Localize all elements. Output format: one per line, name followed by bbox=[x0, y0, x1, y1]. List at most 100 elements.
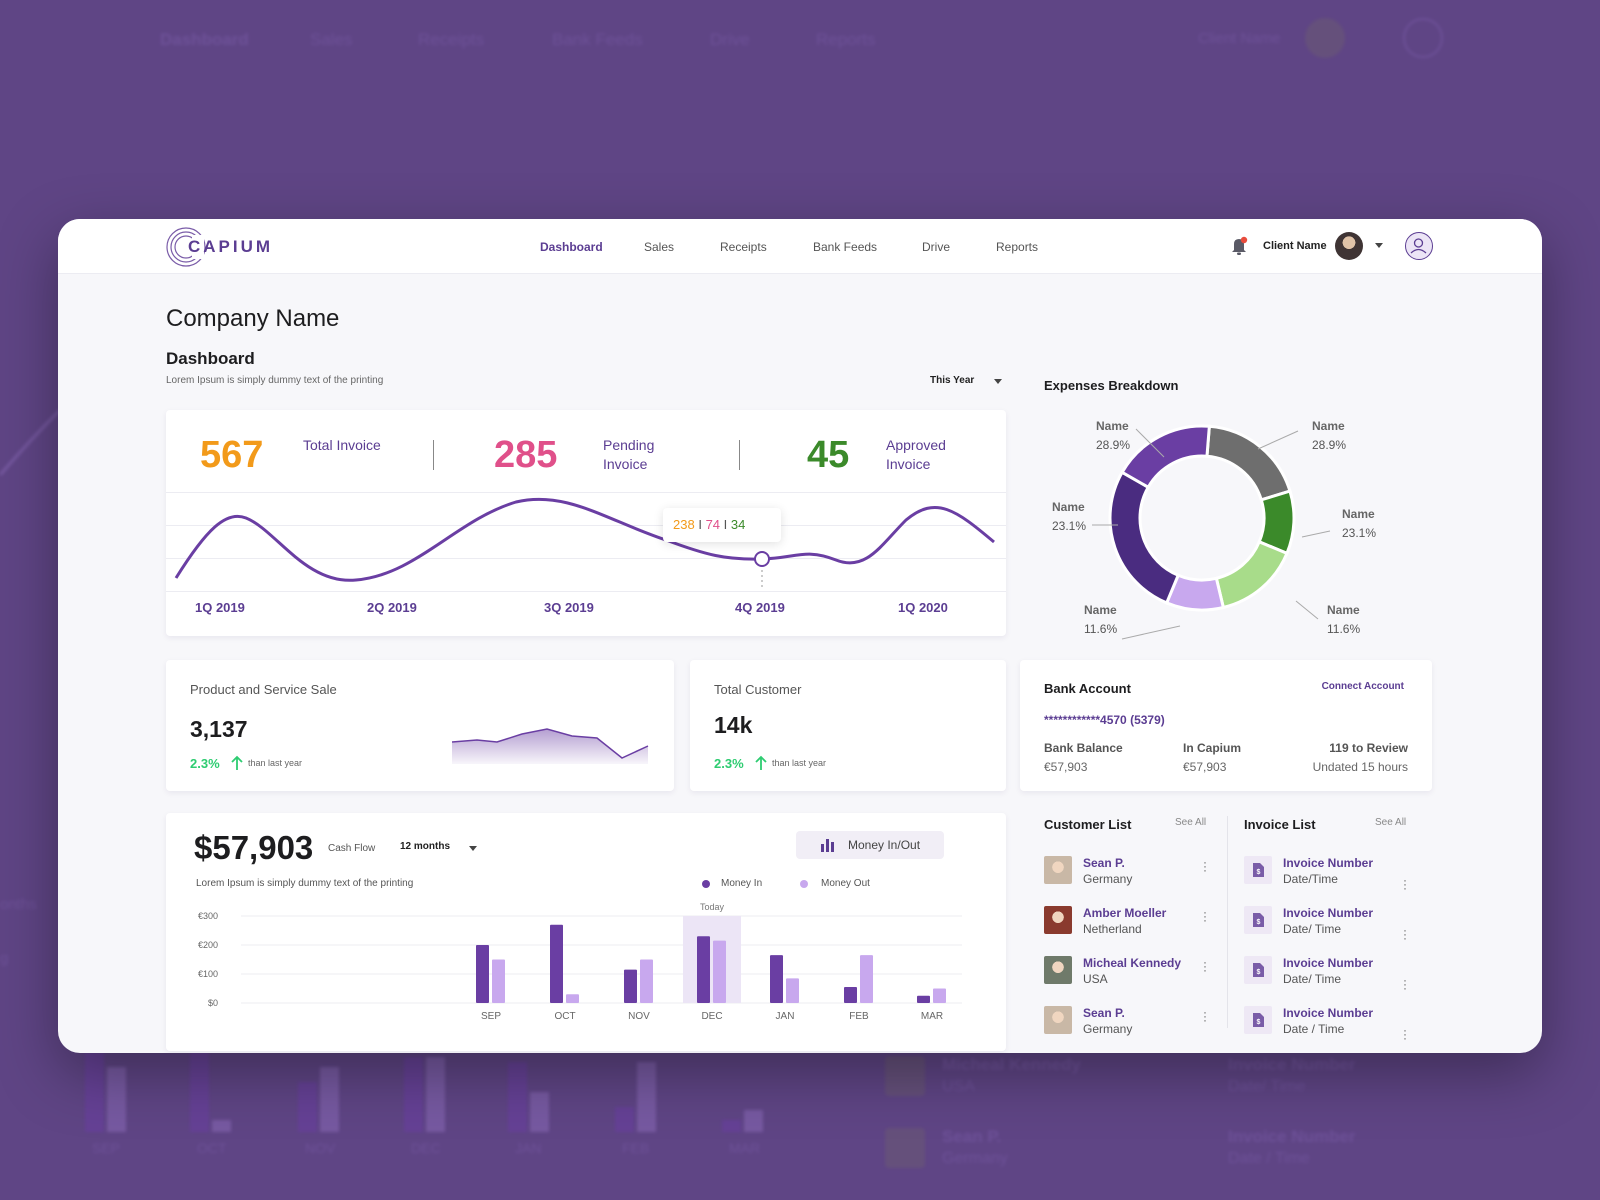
bg-list-sub: Date / Time bbox=[1228, 1150, 1310, 1167]
tooltip-value: 74 bbox=[705, 517, 721, 532]
stat-percent: 2.3% bbox=[714, 756, 744, 771]
more-options-icon[interactable]: · · · bbox=[1403, 873, 1407, 895]
chevron-down-icon[interactable] bbox=[469, 846, 477, 851]
y-tick-label: €100 bbox=[198, 969, 218, 979]
total-customer-card: Total Customer 14k 2.3% than last year bbox=[690, 660, 1006, 791]
customer-row[interactable]: Sean P. Germany · · · bbox=[1044, 856, 1214, 896]
invoice-row[interactable]: $ Invoice Number Date / Time · · · bbox=[1244, 1006, 1414, 1046]
chevron-down-icon[interactable] bbox=[994, 379, 1002, 384]
bg-bar bbox=[744, 1110, 763, 1132]
bg-list-name: Invoice Number bbox=[1228, 1055, 1356, 1074]
nav-drive[interactable]: Drive bbox=[922, 240, 951, 254]
y-tick-label: €300 bbox=[198, 911, 218, 921]
bar-money-out[interactable] bbox=[492, 959, 505, 1004]
bg-list-name: Invoice Number bbox=[1228, 1127, 1356, 1146]
customer-name[interactable]: Micheal Kennedy bbox=[1083, 956, 1182, 970]
invoice-number[interactable]: Invoice Number bbox=[1283, 956, 1374, 970]
bar-money-out[interactable] bbox=[640, 959, 653, 1004]
stat-value: 14k bbox=[714, 712, 753, 738]
customer-name[interactable]: Amber Moeller bbox=[1083, 906, 1167, 920]
bar-money-in[interactable] bbox=[697, 936, 710, 1003]
customer-avatar bbox=[1044, 956, 1072, 984]
bg-bar bbox=[107, 1067, 126, 1132]
kpi-total-invoice-label: Total Invoice bbox=[303, 437, 381, 453]
money-in-out-button[interactable]: Money In/Out bbox=[796, 831, 944, 859]
bar-money-out[interactable] bbox=[566, 994, 579, 1003]
invoice-list-title: Invoice List bbox=[1244, 817, 1316, 832]
bar-money-in[interactable] bbox=[550, 924, 563, 1003]
bg-avatar bbox=[1305, 18, 1345, 58]
more-options-icon[interactable]: · · · bbox=[1203, 905, 1207, 927]
invoice-row[interactable]: $ Invoice Number Date/Time · · · bbox=[1244, 856, 1414, 896]
highlight-band bbox=[683, 916, 741, 1003]
customer-row[interactable]: Amber Moeller Netherland · · · bbox=[1044, 906, 1214, 946]
bg-bar bbox=[426, 1057, 445, 1132]
cashflow-subtitle: Lorem Ipsum is simply dummy text of the … bbox=[196, 878, 414, 889]
profile-button[interactable] bbox=[1405, 232, 1433, 260]
customer-row[interactable]: Micheal Kennedy USA · · · bbox=[1044, 956, 1214, 996]
more-options-icon[interactable]: · · · bbox=[1403, 1023, 1407, 1045]
nav-receipts[interactable]: Receipts bbox=[720, 240, 767, 254]
legend-money-in-dot bbox=[702, 880, 710, 888]
invoice-summary-panel: 567 Total Invoice 285 Pending Invoice 45… bbox=[166, 410, 1006, 636]
bar-money-out[interactable] bbox=[786, 978, 799, 1003]
more-options-icon[interactable]: · · · bbox=[1403, 973, 1407, 995]
invoice-number[interactable]: Invoice Number bbox=[1283, 906, 1374, 920]
stat-note: than last year bbox=[248, 758, 303, 768]
invoice-row[interactable]: $ Invoice Number Date/ Time · · · bbox=[1244, 956, 1414, 996]
cashflow-bar-chart: €300 €200 €100 $0 SEP OCT NOV Today DEC JAN FEB MAR bbox=[198, 902, 962, 1022]
notification-bell-icon[interactable] bbox=[1230, 236, 1248, 256]
nav-bank-feeds[interactable]: Bank Feeds bbox=[813, 240, 878, 254]
bg-list-name: Sean P. bbox=[942, 1127, 1002, 1146]
bar-money-in[interactable] bbox=[917, 995, 930, 1003]
bar-money-in[interactable] bbox=[624, 969, 637, 1003]
bg-bar bbox=[320, 1067, 339, 1132]
client-avatar[interactable] bbox=[1335, 232, 1363, 260]
bar-money-in[interactable] bbox=[476, 945, 489, 1003]
trend-tooltip: 238 I 74 I 34 bbox=[663, 508, 781, 542]
tooltip-value: 34 bbox=[730, 517, 746, 532]
more-options-icon[interactable]: · · · bbox=[1203, 855, 1207, 877]
legend-money-out-dot bbox=[800, 880, 808, 888]
invoice-see-all-link[interactable]: See All bbox=[1375, 817, 1407, 828]
arrow-up-icon bbox=[755, 755, 767, 770]
bank-title: Bank Account bbox=[1044, 681, 1131, 696]
invoice-number[interactable]: Invoice Number bbox=[1283, 1006, 1374, 1020]
bg-list-sub: Germany bbox=[942, 1150, 1008, 1167]
nav-reports[interactable]: Reports bbox=[996, 240, 1039, 254]
page-subtitle: Lorem Ipsum is simply dummy text of the … bbox=[166, 375, 384, 386]
product-sale-card: Product and Service Sale 3,137 2.3% than… bbox=[166, 660, 674, 791]
customer-see-all-link[interactable]: See All bbox=[1175, 817, 1207, 828]
more-options-icon[interactable]: · · · bbox=[1203, 1005, 1207, 1027]
invoice-date: Date / Time bbox=[1283, 1022, 1345, 1036]
bar-money-out[interactable] bbox=[860, 955, 873, 1003]
customer-row[interactable]: Sean P. Germany · · · bbox=[1044, 1006, 1214, 1046]
cashflow-period-select[interactable]: 12 months bbox=[400, 841, 451, 852]
donut-slice[interactable] bbox=[1120, 424, 1211, 490]
bar-money-in[interactable] bbox=[770, 955, 783, 1003]
kpi-pending-invoice-value: 285 bbox=[494, 434, 558, 476]
period-select[interactable]: This Year bbox=[930, 375, 975, 386]
trend-marker[interactable] bbox=[754, 551, 770, 567]
money-in-out-label: Money In/Out bbox=[848, 838, 921, 852]
more-options-icon[interactable]: · · · bbox=[1203, 955, 1207, 977]
bank-balance-value: €57,903 bbox=[1044, 760, 1088, 774]
connect-account-link[interactable]: Connect Account bbox=[1321, 681, 1404, 692]
customer-name[interactable]: Sean P. bbox=[1083, 856, 1125, 870]
x-tick-label: SEP bbox=[481, 1011, 501, 1022]
customer-name[interactable]: Sean P. bbox=[1083, 1006, 1125, 1020]
more-options-icon[interactable]: · · · bbox=[1403, 923, 1407, 945]
in-capium-label: In Capium bbox=[1183, 741, 1242, 755]
bar-money-out[interactable] bbox=[933, 988, 946, 1004]
client-name[interactable]: Client Name bbox=[1263, 240, 1327, 252]
invoice-number[interactable]: Invoice Number bbox=[1283, 856, 1374, 870]
client-dropdown-icon[interactable] bbox=[1375, 243, 1383, 248]
invoice-row[interactable]: $ Invoice Number Date/ Time · · · bbox=[1244, 906, 1414, 946]
bar-money-in[interactable] bbox=[844, 987, 857, 1003]
x-tick-label: OCT bbox=[554, 1011, 575, 1022]
nav-sales[interactable]: Sales bbox=[644, 240, 675, 254]
bar-money-out[interactable] bbox=[713, 940, 726, 1003]
bg-nav-item: Dashboard bbox=[160, 30, 249, 49]
bank-balance-label: Bank Balance bbox=[1044, 741, 1123, 755]
nav-dashboard[interactable]: Dashboard bbox=[540, 240, 603, 254]
